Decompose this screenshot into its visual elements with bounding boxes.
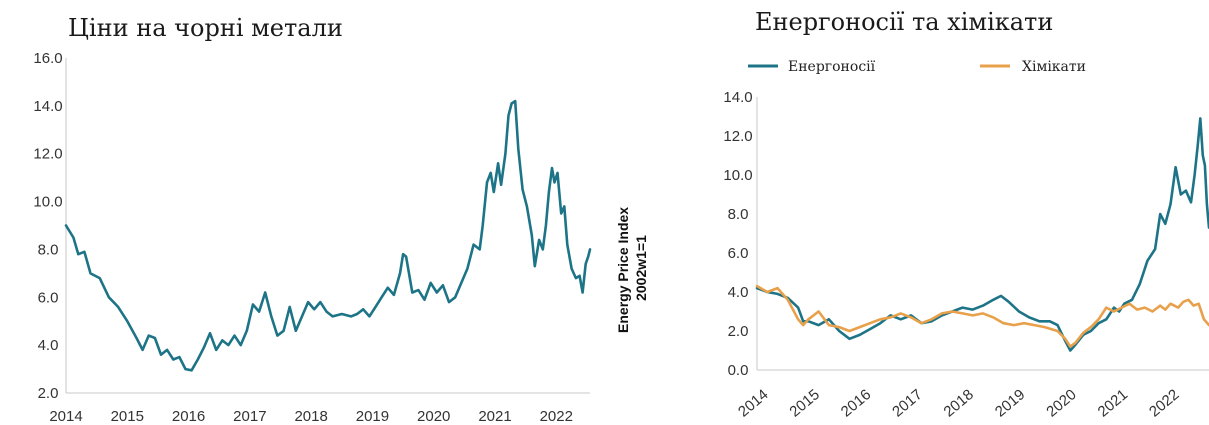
x-tick-label: 2015 [111, 408, 144, 425]
x-tick-label: 2018 [941, 386, 977, 420]
series-lines [64, 99, 592, 372]
x-tick-label: 2019 [356, 408, 389, 425]
series-line-Енергоносії [755, 117, 1209, 352]
x-tick-label: 2016 [838, 386, 874, 420]
x-tick-label: 2016 [172, 408, 205, 425]
x-tick-label: 2014 [49, 408, 82, 425]
x-tick-label: 2017 [233, 408, 266, 425]
chart-energy-chemicals: Енергоносії та хімікати Енергоносії Хімі… [615, 8, 1209, 421]
y-axis-label-line-1: Energy Price Index [615, 207, 631, 333]
series-line-Хімікати [755, 284, 1209, 348]
legend: Енергоносії Хімікати [748, 59, 1086, 75]
x-tick-label: 2020 [417, 408, 450, 425]
y-tick-label: 14.0 [723, 89, 752, 106]
y-tick-label: 14.0 [33, 98, 62, 115]
x-tick-label: 2021 [478, 408, 511, 425]
y-tick-label: 2.0 [38, 385, 59, 402]
x-tick-label: 2020 [1043, 386, 1079, 420]
chart-title: Енергоносії та хімікати [755, 8, 1053, 36]
legend-label-chemicals: Хімікати [1022, 59, 1086, 75]
series-lines [755, 117, 1209, 352]
x-tick-label: 2015 [786, 386, 822, 420]
series-line-price [64, 99, 592, 372]
x-tick-label: 2017 [889, 386, 925, 420]
x-tick-labels: 2014 2015 2016 2017 2018 2019 2020 2021 2022 [49, 408, 573, 425]
y-tick-label: 8.0 [728, 206, 749, 223]
x-tick-label: 2018 [294, 408, 327, 425]
x-tick-label: 2022 [1146, 386, 1182, 420]
y-tick-label: 4.0 [728, 284, 749, 301]
x-tick-label: 2021 [1095, 386, 1131, 420]
y-tick-labels: 0.0 2.0 4.0 6.0 8.0 10.0 12.0 14.0 [723, 89, 752, 379]
y-tick-label: 4.0 [38, 337, 59, 354]
y-axis-label: Energy Price Index 2002w1=1 [615, 203, 649, 333]
y-tick-label: 0.0 [728, 362, 749, 379]
y-tick-label: 12.0 [723, 128, 752, 145]
y-tick-labels: 2.0 4.0 6.0 8.0 10.0 12.0 14.0 16.0 [33, 50, 62, 402]
y-tick-label: 6.0 [38, 289, 59, 306]
y-tick-label: 16.0 [33, 50, 62, 67]
legend-label-energy: Енергоносії [788, 59, 876, 75]
y-tick-label: 8.0 [38, 241, 59, 258]
x-tick-label: 2019 [992, 386, 1028, 420]
chart-steel-prices: Ціни на чорні метали 2.0 4.0 6.0 8.0 10.0 12.… [33, 14, 592, 425]
x-tick-label: 2014 [735, 386, 771, 420]
y-tick-label: 2.0 [728, 323, 749, 340]
chart-title: Ціни на чорні метали [68, 14, 343, 42]
y-tick-label: 12.0 [33, 146, 62, 163]
y-tick-label: 10.0 [723, 167, 752, 184]
x-tick-label: 2022 [540, 408, 573, 425]
y-tick-label: 6.0 [728, 245, 749, 262]
x-tick-labels: 2014 2015 2016 2017 2018 2019 2020 2021 2022 [735, 386, 1182, 420]
y-tick-label: 10.0 [33, 194, 62, 211]
y-axis-label-line-2: 2002w1=1 [633, 235, 649, 301]
